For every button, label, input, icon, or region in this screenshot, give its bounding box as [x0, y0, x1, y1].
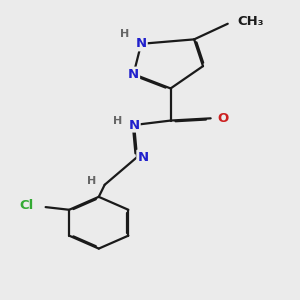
- Text: N: N: [128, 118, 140, 131]
- Text: H: H: [120, 29, 129, 39]
- Text: N: N: [137, 151, 148, 164]
- Text: O: O: [218, 112, 229, 125]
- Text: CH₃: CH₃: [238, 15, 264, 28]
- Text: N: N: [136, 37, 147, 50]
- Text: N: N: [128, 68, 139, 81]
- Text: H: H: [87, 176, 96, 186]
- Text: Cl: Cl: [20, 199, 34, 212]
- Text: H: H: [113, 116, 122, 126]
